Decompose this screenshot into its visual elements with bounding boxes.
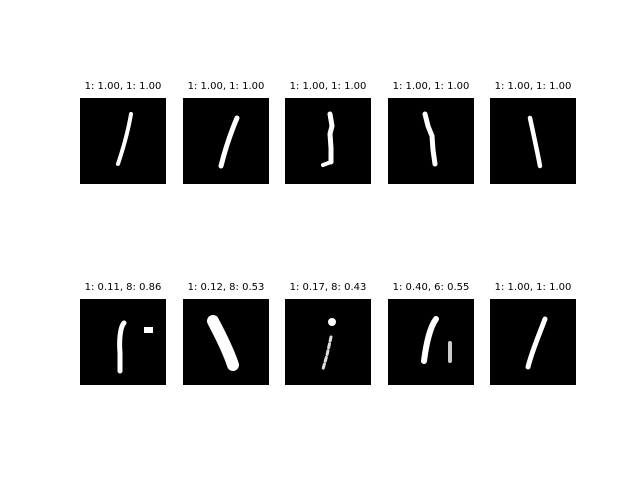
panel-title: 1: 1.00, 1: 1.00 bbox=[187, 81, 265, 92]
panel-title: 1: 1.00, 1: 1.00 bbox=[392, 81, 470, 92]
digit-image bbox=[285, 299, 371, 385]
panel-title: 1: 1.00, 1: 1.00 bbox=[494, 282, 572, 293]
digit-image bbox=[388, 299, 474, 385]
digit-image bbox=[80, 299, 166, 385]
digit-image bbox=[490, 299, 576, 385]
digit-image bbox=[80, 98, 166, 184]
panel-title: 1: 0.17, 8: 0.43 bbox=[289, 282, 367, 293]
panel-title: 1: 1.00, 1: 1.00 bbox=[289, 81, 367, 92]
digit-image bbox=[183, 299, 269, 385]
panel-title: 1: 0.12, 8: 0.53 bbox=[187, 282, 265, 293]
panel-title: 1: 1.00, 1: 1.00 bbox=[494, 81, 572, 92]
digit-image bbox=[285, 98, 371, 184]
digit-image bbox=[183, 98, 269, 184]
panel-title: 1: 0.40, 6: 0.55 bbox=[392, 282, 470, 293]
panel-title: 1: 0.11, 8: 0.86 bbox=[84, 282, 162, 293]
panel-title: 1: 1.00, 1: 1.00 bbox=[84, 81, 162, 92]
digit-image bbox=[490, 98, 576, 184]
digit-image bbox=[388, 98, 474, 184]
